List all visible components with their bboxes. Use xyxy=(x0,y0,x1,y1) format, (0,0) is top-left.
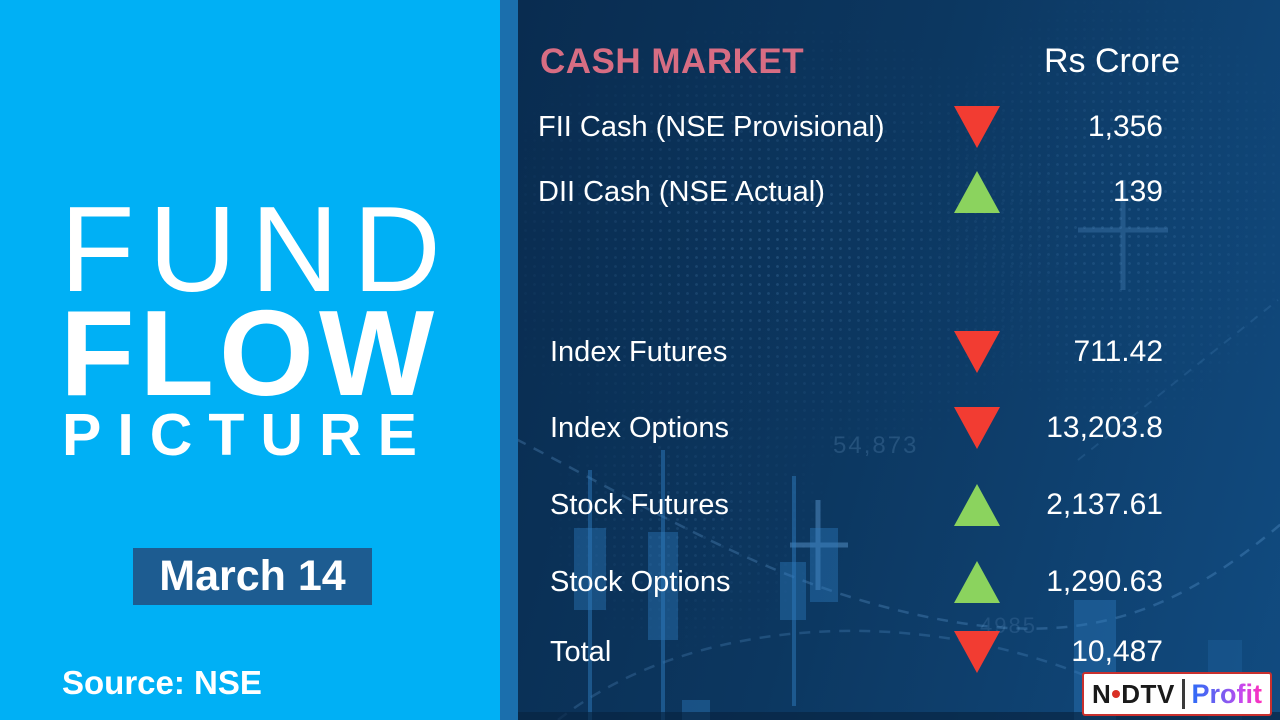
table-row-index-options: Index Options 13,203.8 xyxy=(518,405,1280,451)
row-value: 711.42 xyxy=(1073,335,1163,368)
row-value: 139 xyxy=(1112,175,1163,208)
row-label: Index Futures xyxy=(550,336,728,368)
row-value: 13,203.8 xyxy=(1046,411,1163,444)
brand-title-fund: FUND xyxy=(60,181,455,317)
table-row-stock-futures: Stock Futures 2,137.61 xyxy=(518,482,1280,528)
trend-triangle-icon xyxy=(954,106,1000,148)
candlestick-wick-decoration xyxy=(661,450,665,720)
row-label: FII Cash (NSE Provisional) xyxy=(538,111,885,143)
row-label: Total xyxy=(550,636,612,668)
row-label: Stock Futures xyxy=(550,489,729,521)
dot-grid-decoration xyxy=(518,10,1098,480)
row-value: 1,290.63 xyxy=(1046,565,1163,598)
brand-title-flow: FLOW xyxy=(60,285,440,421)
table-row-fii-cash: FII Cash (NSE Provisional) 1,356 xyxy=(518,104,1280,150)
bottom-strip-decoration xyxy=(518,712,1280,720)
table-row-index-futures: Index Futures 711.42 xyxy=(518,329,1280,375)
right-panel: 54,873 4985 CASH MARKET Rs Crore FII Cas… xyxy=(518,0,1280,720)
trend-triangle-icon xyxy=(954,561,1000,603)
brand-title-picture: PICTURE xyxy=(62,402,433,468)
row-label: Index Options xyxy=(550,412,729,444)
candlestick-decoration xyxy=(810,528,838,602)
row-value: 10,487 xyxy=(1071,635,1163,668)
candlestick-decoration xyxy=(648,532,678,640)
trend-triangle-icon xyxy=(954,171,1000,213)
red-dot-icon xyxy=(1112,690,1121,698)
table-row-total: Total 10,487 xyxy=(518,629,1280,675)
ndtv-brand-mark: N DTV xyxy=(1092,679,1175,710)
row-value: 2,137.61 xyxy=(1046,488,1163,521)
candlestick-wick-decoration xyxy=(588,470,592,720)
trend-triangle-icon xyxy=(954,407,1000,449)
section-title: CASH MARKET xyxy=(540,42,805,81)
trend-triangle-icon xyxy=(954,331,1000,373)
source-label: Source: NSE xyxy=(62,664,262,701)
ndtv-letters-dtv: DTV xyxy=(1121,678,1175,709)
ndtv-profit-logo: N DTV Profit xyxy=(1082,672,1272,716)
trend-triangle-icon xyxy=(954,484,1000,526)
dashed-curve-decoration xyxy=(518,180,1280,720)
table-row-dii-cash: DII Cash (NSE Actual) 139 xyxy=(518,169,1280,215)
row-label: Stock Options xyxy=(550,566,731,598)
watermark-number: 54,873 xyxy=(833,432,919,459)
row-value: 1,356 xyxy=(1087,110,1163,143)
date-badge: March 14 xyxy=(133,548,372,605)
row-label: DII Cash (NSE Actual) xyxy=(538,176,825,208)
logo-separator xyxy=(1181,679,1185,709)
panel-divider xyxy=(500,0,518,720)
unit-label: Rs Crore xyxy=(1043,42,1180,80)
ndtv-letter-n: N xyxy=(1092,678,1112,709)
profit-brand-mark: Profit xyxy=(1191,678,1263,709)
trend-triangle-icon xyxy=(954,631,1000,673)
candlestick-decoration xyxy=(780,562,806,620)
candlestick-wick-decoration xyxy=(792,476,796,706)
candlestick-decoration xyxy=(574,528,606,610)
left-panel: FUND FLOW PICTURE March 14 Source: NSE xyxy=(0,0,500,720)
table-row-stock-options: Stock Options 1,290.63 xyxy=(518,559,1280,605)
